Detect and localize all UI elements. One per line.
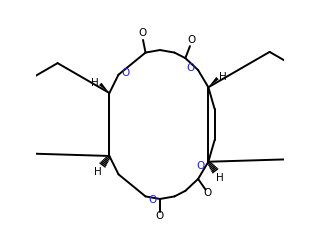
Polygon shape: [99, 83, 109, 94]
Text: O: O: [203, 187, 211, 197]
Text: O: O: [187, 34, 195, 44]
Polygon shape: [208, 78, 219, 88]
Text: H: H: [92, 78, 99, 88]
Text: O: O: [197, 160, 205, 170]
Text: O: O: [156, 210, 164, 220]
Text: O: O: [149, 195, 157, 204]
Text: O: O: [187, 63, 195, 73]
Text: H: H: [94, 166, 102, 176]
Text: H: H: [219, 72, 226, 82]
Text: H: H: [216, 172, 224, 182]
Text: O: O: [122, 68, 130, 78]
Text: O: O: [138, 28, 147, 38]
